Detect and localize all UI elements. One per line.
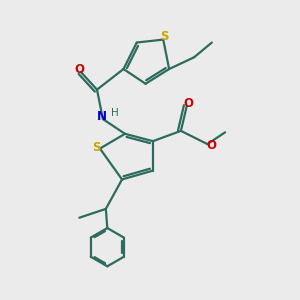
Text: O: O: [207, 139, 217, 152]
Text: N: N: [96, 110, 106, 123]
Text: O: O: [74, 63, 84, 76]
Text: S: S: [160, 30, 169, 43]
Text: H: H: [111, 108, 119, 118]
Text: O: O: [183, 97, 193, 110]
Text: S: S: [92, 141, 101, 154]
